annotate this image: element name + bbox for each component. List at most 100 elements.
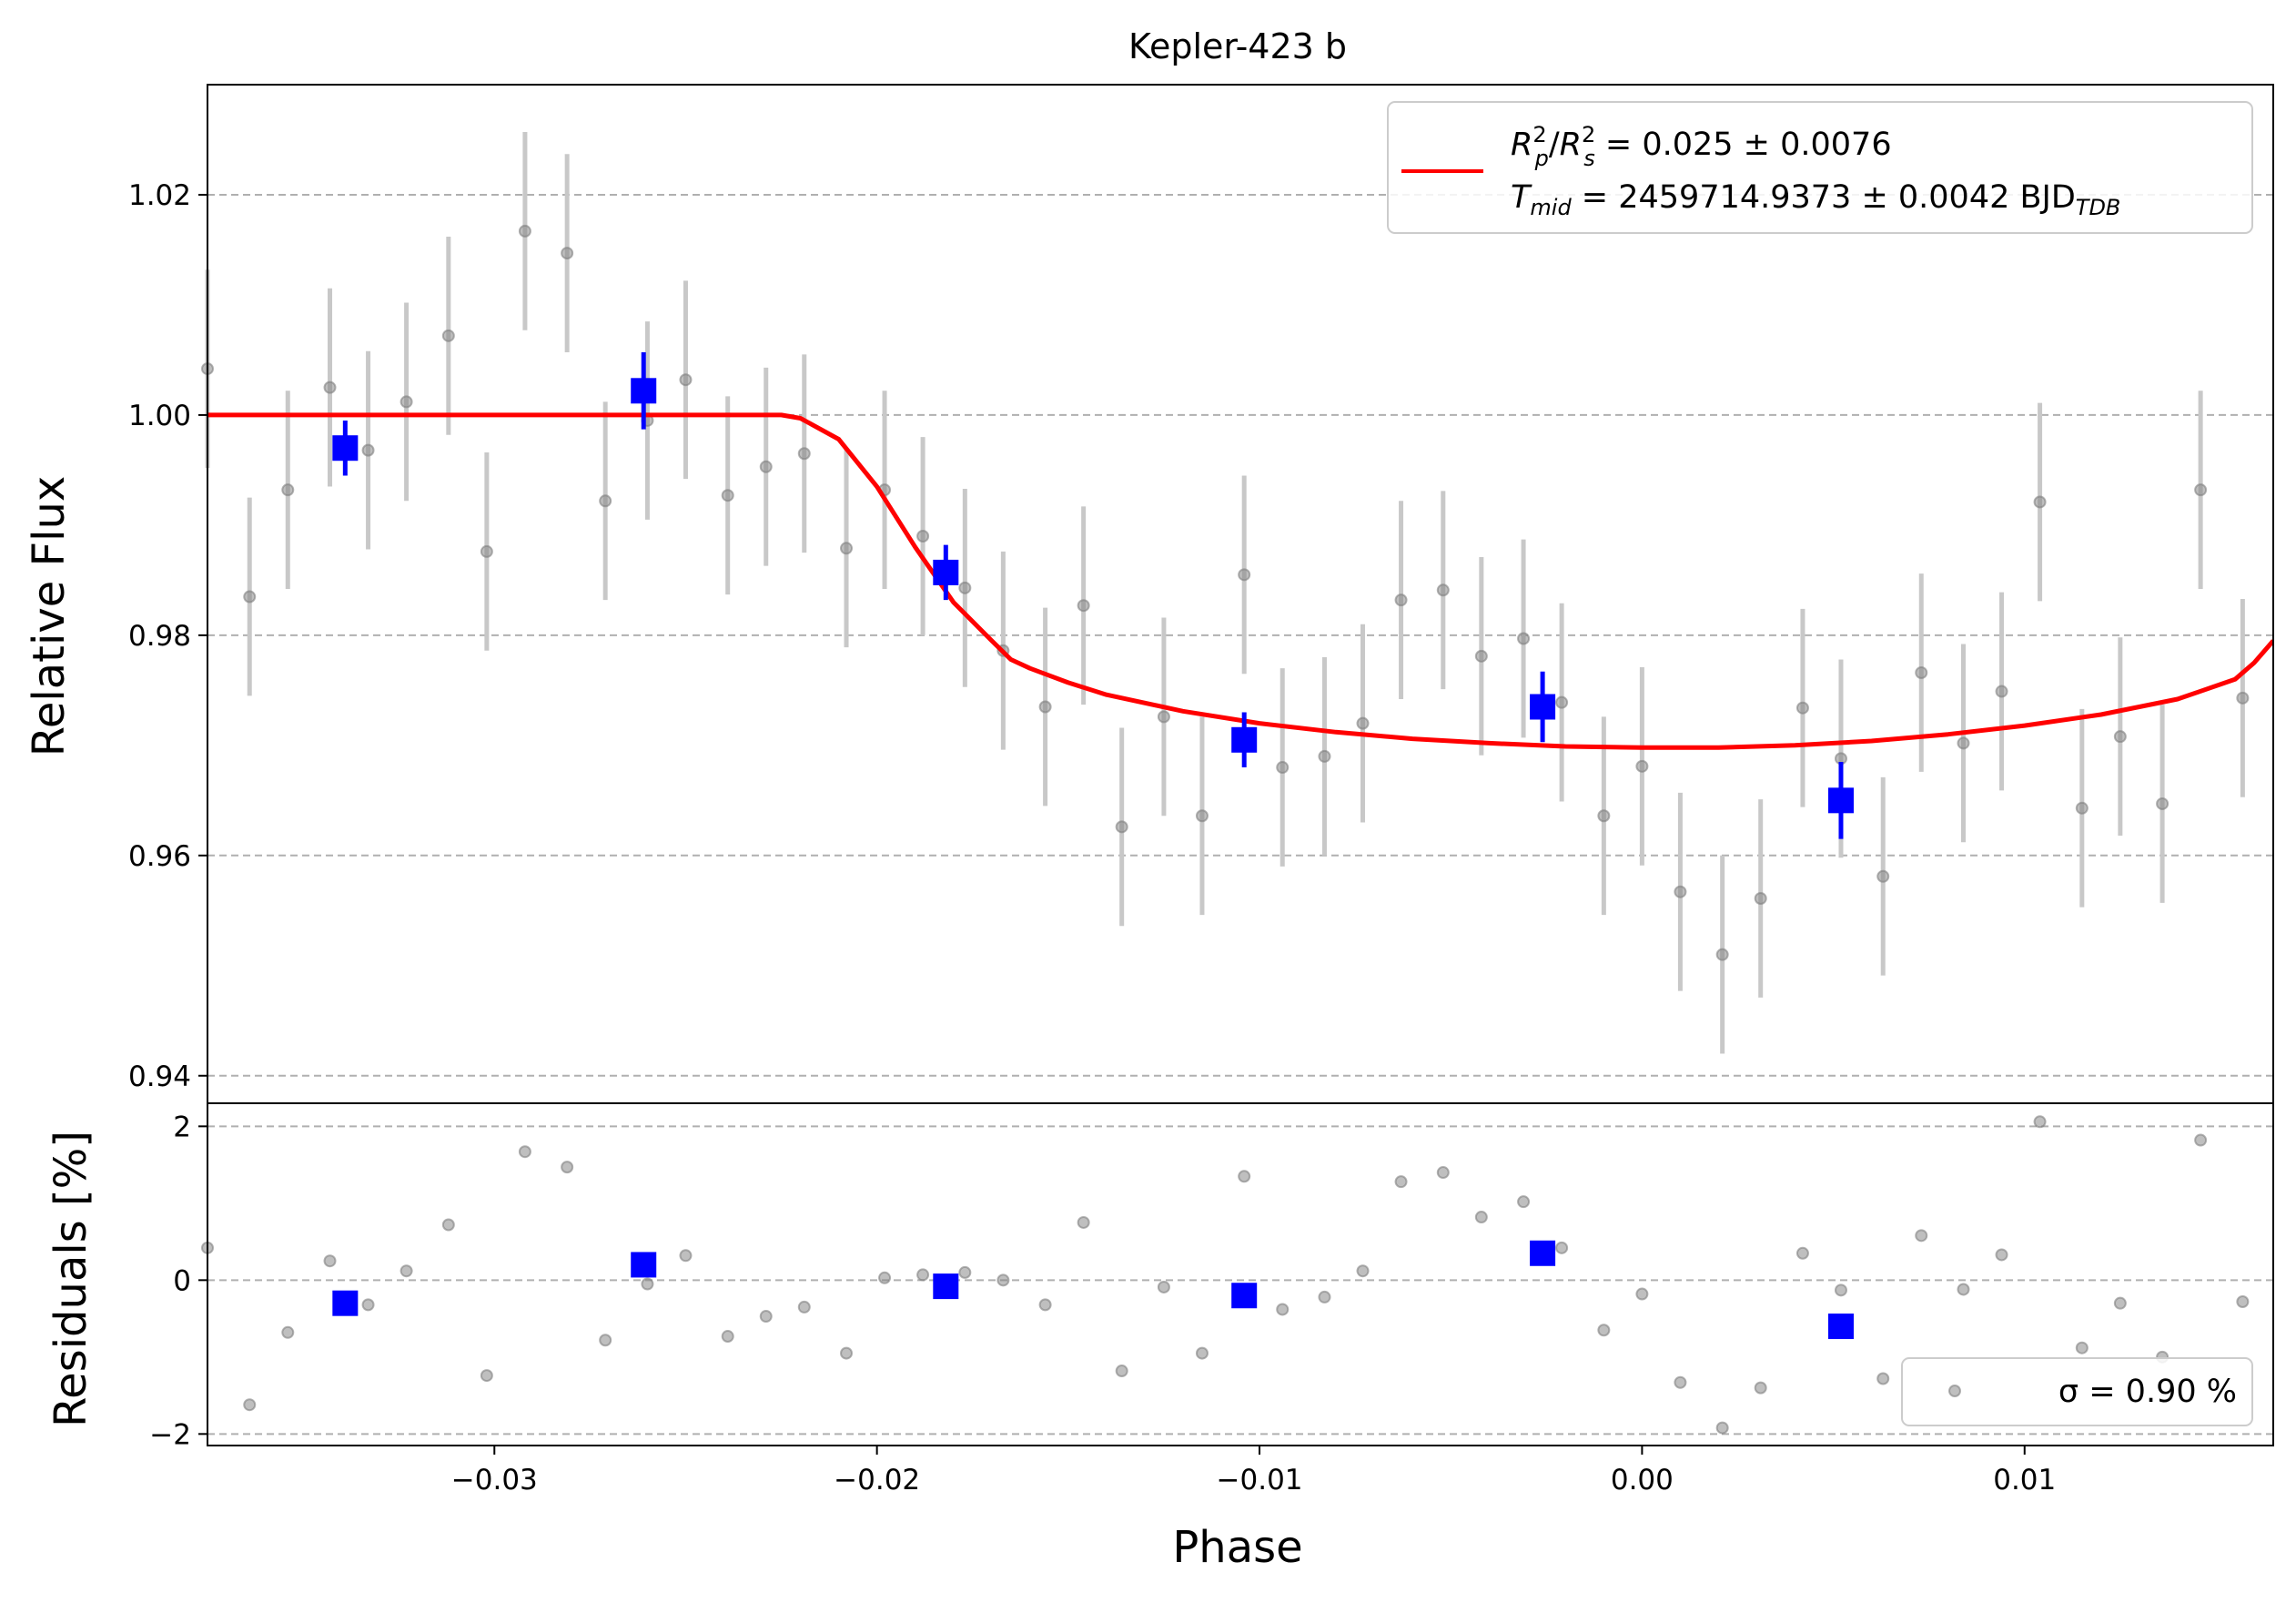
raw-point [361,443,375,457]
residual-raw-point [599,1334,612,1347]
raw-point [1876,869,1890,883]
model-curve-group [207,412,2273,750]
residual-raw-point [1238,1170,1251,1183]
residual-raw-points [201,1115,2250,1435]
residual-raw-point [641,1277,654,1291]
raw-point [561,247,574,260]
residual-raw-point [1754,1381,1767,1395]
raw-point [599,494,612,508]
raw-point [2156,796,2170,810]
raw-point [2113,730,2127,744]
raw-point [323,380,337,394]
binned-point [1827,787,1854,814]
raw-point [1517,632,1531,645]
model-curve [207,412,2273,750]
residual-raw-point [679,1249,693,1263]
raw-point [1795,701,1809,715]
residual-raw-point [1715,1421,1729,1435]
residual-raw-point [361,1298,375,1312]
binned-point [631,378,657,404]
raw-point [759,460,773,473]
residual-raw-point [759,1310,773,1324]
residual-raw-point [243,1398,257,1412]
raw-point [958,581,972,594]
binned-point [1231,726,1258,753]
legend-residual-swatch [1948,1385,1961,1397]
residual-raw-point [1995,1248,2008,1262]
residual-raw-point [441,1218,455,1232]
legend-depth-label: R2 p/R2 s = 0.025 ± 0.0076 [1511,122,1892,171]
residual-raw-point [1555,1241,1569,1254]
binned-point [1530,694,1556,720]
raw-point [721,489,734,502]
raw-point [518,224,531,238]
residual-raw-point [916,1268,930,1282]
residual-raw-point [518,1145,531,1159]
raw-point [1318,749,1331,763]
raw-errorbars [205,132,2245,1054]
raw-point [1077,599,1090,613]
residual-raw-point [281,1325,295,1339]
legend-tmid-label: Tmid = 2459714.9373 ± 0.0042 BJDTDB [1511,179,2120,220]
residual-raw-point [1474,1211,1488,1224]
raw-point [2236,691,2250,705]
legend-top-box [1387,101,2253,234]
residual-binned-points [332,1240,1854,1340]
raw-point [1276,761,1290,775]
residual-raw-point [2113,1296,2127,1310]
residual-raw-point [1356,1264,1370,1278]
raw-point [480,544,493,558]
bottom-axes-frame [207,1102,2274,1446]
binned-point [332,435,359,462]
residual-raw-point [2075,1341,2089,1354]
binned-point [933,559,959,585]
y-axis-label-top: Relative Flux [24,476,75,757]
raw-point [243,590,257,604]
raw-point [1356,716,1370,730]
residual-raw-point [840,1346,854,1360]
raw-points [201,224,2250,961]
y-tick-label-top: 0.98 [128,620,191,653]
residual-raw-point [797,1300,811,1314]
residual-raw-point [1276,1303,1290,1316]
raw-point [1915,665,1928,679]
raw-point [1038,700,1052,714]
raw-point [2075,801,2089,815]
raw-point [1957,736,1970,750]
residual-raw-point [400,1264,413,1278]
legend-sigma-label: σ = 0.90 % [2058,1374,2237,1410]
y-tick-label-top: 1.02 [128,179,191,212]
residual-raw-point [1077,1215,1090,1229]
y-ticks-bottom: −2 0 2 [149,1111,207,1451]
x-tick-label: 0.01 [1993,1464,2056,1496]
residual-raw-point [1517,1195,1531,1209]
residual-binned-point [631,1252,657,1278]
raw-point [797,447,811,461]
x-axis-label: Phase [1172,1522,1302,1573]
raw-point [2194,483,2208,497]
x-tick-label: 0.00 [1611,1464,1674,1496]
residual-binned-point [1827,1314,1854,1340]
raw-point [1115,820,1128,834]
binned-points [332,351,1854,839]
residual-raw-point [1394,1175,1408,1189]
x-tick-label: −0.03 [451,1464,538,1496]
residual-binned-point [332,1290,359,1316]
y-tick-label-top: 0.96 [128,840,191,873]
raw-point [1157,710,1170,724]
residual-raw-point [1038,1298,1052,1312]
raw-point [1195,809,1209,823]
raw-point [1394,594,1408,607]
raw-point [1715,948,1729,961]
residual-raw-point [1674,1375,1687,1389]
residual-raw-point [1115,1365,1128,1378]
residual-raw-point [1635,1287,1649,1301]
x-tick-label: −0.02 [834,1464,920,1496]
y-tick-label-bottom: 0 [173,1264,191,1297]
raw-point [1436,583,1450,597]
residual-raw-point [1436,1166,1450,1180]
residual-raw-point [996,1273,1010,1287]
top-axes-frame [207,84,2274,1104]
